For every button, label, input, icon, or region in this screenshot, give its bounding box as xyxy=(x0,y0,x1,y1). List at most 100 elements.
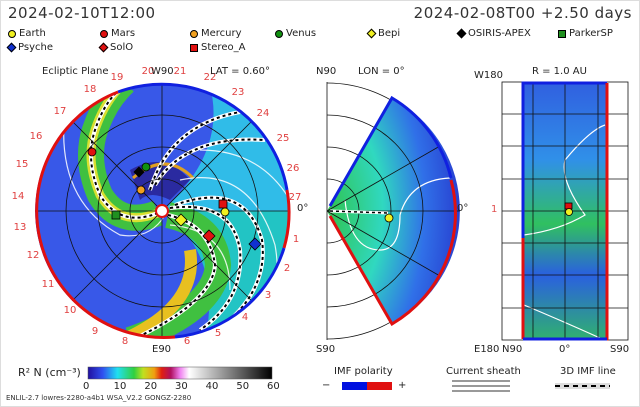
colorbar-tick: 20 xyxy=(144,381,158,392)
earth-marker xyxy=(220,207,230,217)
carrington-label: 6 xyxy=(184,336,190,347)
carrington-label: 16 xyxy=(30,131,43,142)
sphere-left-mark: 1 xyxy=(491,204,498,215)
sheath-contour xyxy=(523,124,606,236)
carrington-label: 20 xyxy=(142,66,155,77)
carrington-label: 27 xyxy=(289,192,302,203)
carrington-label: 21 xyxy=(174,66,187,77)
current-sheath-label: Current sheath xyxy=(446,366,521,377)
meridional-bottom-label: S90 xyxy=(316,344,336,355)
circle-marker-icon xyxy=(100,29,108,38)
mercury-marker xyxy=(136,185,146,195)
imf-plus: + xyxy=(398,380,407,391)
imf-positive-swatch xyxy=(367,382,392,390)
imf-polarity-ring-positive xyxy=(282,189,291,249)
circle-marker-icon xyxy=(8,29,16,38)
solo-marker xyxy=(202,229,216,243)
osiris-apex-marker xyxy=(133,166,145,178)
imf-polarity-ring-negative xyxy=(174,247,286,339)
carrington-label: 1 xyxy=(293,234,299,245)
carrington-label: 22 xyxy=(204,72,217,83)
circle-marker-icon xyxy=(275,29,283,38)
model-info: ENLIL-2.7 lowres-2280-a4b1 WSA_V2.2 GONG… xyxy=(6,394,192,402)
current-sheath-symbol xyxy=(452,380,510,392)
legend-label: ParkerSP xyxy=(569,28,613,39)
colorbar xyxy=(87,366,273,380)
run-info: 2024-02-08T00 +2.50 days xyxy=(413,4,632,22)
colorbar-tick: 40 xyxy=(205,381,219,392)
legend-item-psyche: Psyche xyxy=(6,42,53,53)
legend-label: Stereo_A xyxy=(201,42,246,53)
carrington-label: 9 xyxy=(92,326,98,337)
imf-line-label: 3D IMF line xyxy=(560,366,616,377)
carrington-label: 15 xyxy=(16,159,29,170)
carrington-label: 4 xyxy=(242,312,248,323)
imf-polarity-ring-negative xyxy=(117,82,289,191)
legend-item-earth: Earth xyxy=(8,28,46,39)
sphere-title: R = 1.0 AU xyxy=(532,66,587,77)
ecliptic-title: Ecliptic Plane xyxy=(42,66,109,77)
map-grid xyxy=(502,82,628,340)
imf-polarity-edge-positive xyxy=(328,179,457,327)
imf-minus: − xyxy=(322,380,331,391)
carrington-label: 13 xyxy=(14,222,27,233)
carrington-label: 19 xyxy=(111,72,124,83)
sun-icon xyxy=(155,204,169,218)
legend-label: Venus xyxy=(286,28,317,39)
longitude-label: LON = 0° xyxy=(358,66,405,77)
imf-polarity-label: IMF polarity xyxy=(334,366,393,377)
square-marker-icon xyxy=(190,43,198,52)
sphere-x-label: N90 xyxy=(502,344,523,355)
legend-label: SolO xyxy=(110,42,134,53)
legend-item-bepi: Bepi xyxy=(366,28,401,39)
carrington-label: 11 xyxy=(42,279,55,290)
carrington-label: 25 xyxy=(277,133,290,144)
colorbar-tick: 60 xyxy=(267,381,280,392)
legend-label: Psyche xyxy=(18,42,53,53)
bepi-marker xyxy=(174,213,188,227)
imf-negative-swatch xyxy=(342,382,367,390)
legend-label: OSIRIS-APEX xyxy=(468,28,531,39)
colorbar-label: R² N (cm⁻³) xyxy=(18,366,81,379)
stereo-a-marker xyxy=(218,199,228,209)
earth-marker xyxy=(384,213,394,223)
simulation-time: 2024-02-10T12:00 xyxy=(8,4,156,22)
carrington-label: 5 xyxy=(215,328,221,339)
psyche-marker xyxy=(248,237,262,251)
ecliptic-right-label: 0° xyxy=(297,203,309,214)
sheath-contour xyxy=(344,177,451,251)
carrington-label: 8 xyxy=(122,336,128,347)
circle-marker-icon xyxy=(190,29,198,38)
meridional-right-label: 0° xyxy=(457,203,469,214)
venus-marker xyxy=(141,162,151,172)
meridional-plot xyxy=(326,82,460,340)
square-marker-icon xyxy=(558,29,566,38)
stereo-a-marker xyxy=(564,202,573,210)
legend-item-mercury: Mercury xyxy=(190,28,242,39)
carrington-label: 17 xyxy=(54,106,67,117)
imf-polarity-edge-negative xyxy=(328,95,453,207)
colorbar-tick: 10 xyxy=(113,381,127,392)
colorbar-tick: 0 xyxy=(83,381,90,392)
sphere-map-plot xyxy=(501,81,629,341)
carrington-label: 14 xyxy=(12,191,25,202)
carrington-label: 24 xyxy=(257,108,270,119)
legend-label: Mercury xyxy=(201,28,242,39)
colorbar-tick: 50 xyxy=(236,381,250,392)
sheath-contours xyxy=(63,109,289,331)
imf-polarity-ring-positive xyxy=(35,90,176,339)
spacecraft-markers xyxy=(87,147,262,251)
latitude-label: LAT = 0.60° xyxy=(210,66,270,77)
mars-marker xyxy=(87,147,97,157)
legend-item-mars: Mars xyxy=(100,28,135,39)
earth-marker xyxy=(565,208,573,216)
legend-label: Bepi xyxy=(378,28,401,39)
ecliptic-bottom-label: E90 xyxy=(152,344,172,355)
carrington-label: 10 xyxy=(64,305,77,316)
colorbar-tick: 30 xyxy=(175,381,188,392)
legend-item-parkersp: ParkerSP xyxy=(558,28,613,39)
sphere-top-label: W180 xyxy=(474,70,503,81)
